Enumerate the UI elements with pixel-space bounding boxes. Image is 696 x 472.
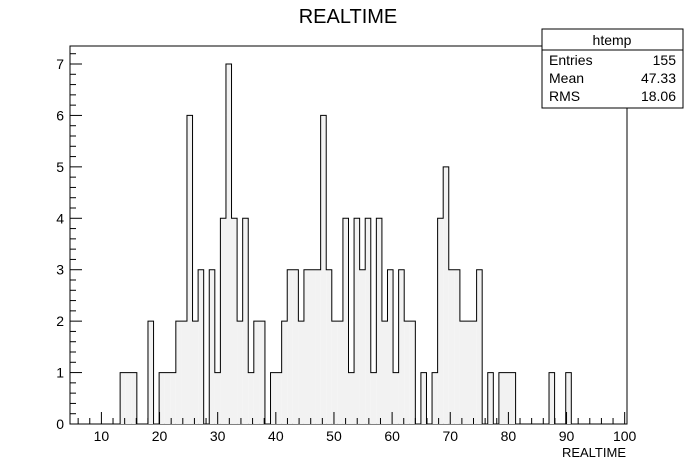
histogram-bars [120,64,572,424]
x-tick-label: 30 [210,428,226,444]
histogram-bar [209,269,215,424]
x-axis-label: REALTIME [562,445,626,460]
x-tick-label: 40 [268,428,284,444]
stats-box-frame [541,28,684,109]
x-tick-label: 10 [94,428,110,444]
histogram-bar [376,218,382,424]
y-tick-label: 0 [56,416,64,432]
chart-title: REALTIME [299,6,398,28]
stats-box-title: htemp [593,32,632,48]
histogram-bar [437,218,444,424]
histogram-bar [175,321,182,424]
histogram-bar [420,372,427,424]
stats-mean-label: Mean [549,70,584,86]
histogram-bar [159,372,165,424]
stats-box: htemp Entries 155 Mean 47.33 RMS 18.06 [541,28,684,109]
histogram-bar [181,321,187,424]
y-tick-label: 6 [56,107,64,123]
y-tick-label: 4 [56,210,64,226]
stats-rms-value: 18.06 [641,88,676,104]
histogram-bar [303,269,310,424]
histogram-bar [225,64,232,424]
histogram-bar [287,269,293,424]
histogram-bar [331,321,338,424]
histogram-bar [292,269,299,424]
histogram-bar [309,269,316,424]
histogram-bar [253,321,260,424]
histogram-bar [259,321,265,424]
histogram-bar [186,115,193,424]
histogram-bar [237,321,243,424]
x-tick-label: 80 [501,428,517,444]
histogram-bar [381,321,388,424]
histogram-bar [120,372,126,424]
histogram-bar [214,372,221,424]
stats-entries-value: 155 [653,52,677,68]
histogram-bar [454,269,460,424]
histogram-bar [147,321,154,424]
x-tick-label: 70 [442,428,458,444]
stats-entries-label: Entries [549,52,593,68]
histogram-bar [326,269,332,424]
y-axis: 0 1 2 3 4 5 6 7 [56,53,82,432]
stats-mean-value: 47.33 [641,70,676,86]
histogram-bar [476,269,483,424]
histogram-bar [471,321,477,424]
histogram-bar [387,269,394,424]
histogram-bar [359,269,366,424]
histogram-bar [443,166,449,424]
x-tick-label: 90 [559,428,575,444]
histogram-bar [459,321,466,424]
histogram-bar [337,321,343,424]
histogram-bar [298,321,304,424]
histogram-bar [370,372,377,424]
x-tick-label: 60 [384,428,400,444]
histogram-bar [170,372,176,424]
y-tick-label: 1 [56,365,64,381]
histogram-bar [248,372,254,424]
histogram-bar [498,372,505,424]
stats-rms-label: RMS [549,88,580,104]
histogram-bar [398,269,405,424]
y-tick-label: 7 [56,56,64,72]
histogram-bar [192,321,199,424]
x-axis: 10 20 30 40 50 60 70 80 90 100 [77,412,637,444]
histogram-bar [315,269,321,424]
x-tick-label: 50 [326,428,342,444]
histogram-bar [465,321,472,424]
histogram-bar [348,372,355,424]
histogram-bar [281,321,288,424]
histogram-bar [220,218,226,424]
histogram-bar [164,372,171,424]
histogram-bar [365,218,371,424]
histogram-bar [448,269,455,424]
histogram-bar [354,218,360,424]
histogram-bar [198,269,204,424]
histogram-bar [549,372,555,424]
histogram-bar [242,218,249,424]
histogram-bar [320,115,327,424]
histogram-bar [409,321,416,424]
y-tick-label: 5 [56,159,64,175]
histogram-bar [131,372,137,424]
plot-area: 10 20 30 40 50 60 70 80 90 100 0 1 2 3 4 5 6 7 [56,45,637,444]
histogram-bar [125,372,132,424]
y-tick-label: 3 [56,262,64,278]
histogram-bar [432,372,438,424]
histogram-bar [342,218,349,424]
y-tick-label: 2 [56,313,64,329]
histogram-bar [565,372,572,424]
histogram-bar [270,372,277,424]
histogram-bar [393,372,399,424]
histogram-bar [276,372,282,424]
x-tick-label: 100 [613,428,637,444]
histogram-bar [404,321,410,424]
x-tick-label: 20 [152,428,168,444]
histogram-outline [70,63,627,425]
histogram-bar [510,372,516,424]
histogram-bar [487,372,494,424]
histogram-bar [504,372,511,424]
histogram-bar [231,218,238,424]
